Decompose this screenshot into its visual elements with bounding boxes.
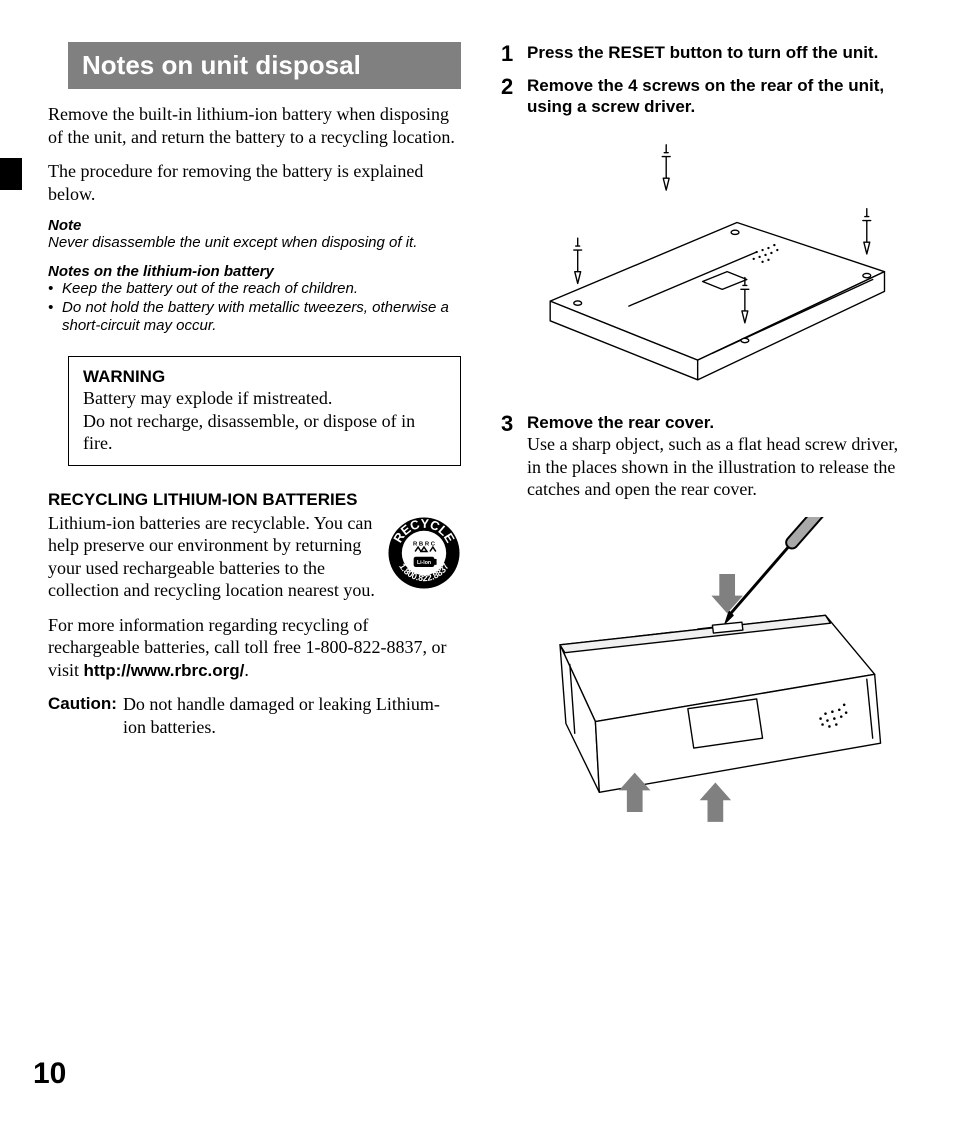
step-heading: Press the RESET button to turn off the u… (527, 42, 914, 63)
step-2: 2 Remove the 4 screws on the rear of the… (501, 75, 914, 118)
page-number: 10 (33, 1057, 66, 1091)
left-column: Notes on unit disposal Remove the built-… (48, 42, 461, 855)
recycle-logo-icon: RECYCLE 1.800.822.8837 R B R C Li-Ion (387, 516, 461, 590)
step-number: 3 (501, 412, 527, 435)
step-1: 1 Press the RESET button to turn off the… (501, 42, 914, 65)
margin-tab (0, 158, 22, 190)
text-span: . (244, 660, 249, 680)
list-item: Keep the battery out of the reach of chi… (48, 280, 461, 299)
step-number: 1 (501, 42, 527, 65)
step-3: 3 Remove the rear cover. Use a sharp obj… (501, 412, 914, 501)
battery-notes-list: Keep the battery out of the reach of chi… (48, 280, 461, 336)
intro-paragraph-1: Remove the built-in lithium-ion battery … (48, 103, 461, 148)
recycling-paragraph-1: Lithium-ion batteries are recyclable. Yo… (48, 512, 377, 602)
caution-block: Caution: Do not handle damaged or leakin… (48, 693, 461, 738)
step-body: Remove the rear cover. Use a sharp objec… (527, 412, 914, 501)
two-column-layout: Notes on unit disposal Remove the built-… (48, 42, 914, 855)
recycling-paragraph-2: For more information regarding recycling… (48, 614, 461, 682)
warning-line-1: Battery may explode if mistreated. (83, 387, 446, 410)
right-column: 1 Press the RESET button to turn off the… (501, 42, 914, 855)
intro-paragraph-2: The procedure for removing the battery i… (48, 160, 461, 205)
step-text: Use a sharp object, such as a flat head … (527, 433, 914, 501)
caution-label: Caution: (48, 693, 123, 738)
illustration-cover-removal (501, 517, 914, 832)
illustration-screws (501, 134, 914, 390)
svg-text:Li-Ion: Li-Ion (417, 560, 431, 566)
warning-line-2: Do not recharge, disassemble, or dispose… (83, 410, 446, 455)
warning-label: WARNING (83, 367, 446, 387)
step-body: Remove the 4 screws on the rear of the u… (527, 75, 914, 118)
note-label: Note (48, 217, 461, 234)
note-text: Never disassemble the unit except when d… (48, 234, 461, 253)
step-body: Press the RESET button to turn off the u… (527, 42, 914, 63)
battery-notes-label: Notes on the lithium-ion battery (48, 263, 461, 280)
step-number: 2 (501, 75, 527, 98)
step-heading: Remove the 4 screws on the rear of the u… (527, 75, 914, 118)
warning-box: WARNING Battery may explode if mistreate… (68, 356, 461, 466)
list-item: Do not hold the battery with metallic tw… (48, 299, 461, 337)
caution-text: Do not handle damaged or leaking Lithium… (123, 693, 461, 738)
step-heading: Remove the rear cover. (527, 412, 914, 433)
recycling-row: Lithium-ion batteries are recyclable. Yo… (48, 512, 461, 602)
url-text: http://www.rbrc.org/ (84, 661, 245, 680)
section-header: Notes on unit disposal (68, 42, 461, 89)
recycling-heading: RECYCLING LITHIUM-ION BATTERIES (48, 490, 461, 510)
